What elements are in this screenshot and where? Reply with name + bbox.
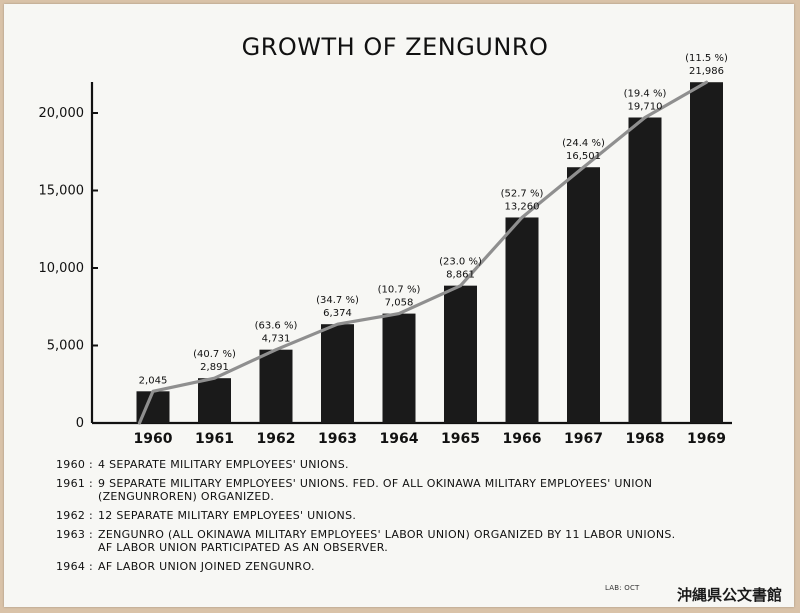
note-text: 4 SEPARATE MILITARY EMPLOYEES' UNIONS. xyxy=(98,458,349,471)
growth-label: (10.7 %) xyxy=(378,285,421,296)
bar-1967 xyxy=(567,167,600,423)
y-tick-label: 10,000 xyxy=(39,261,85,276)
x-tick-label: 1964 xyxy=(380,431,419,447)
x-tick-label: 1962 xyxy=(257,431,296,447)
x-tick-label: 1963 xyxy=(318,431,357,447)
x-tick-label: 1961 xyxy=(195,431,234,447)
y-tick-label: 5,000 xyxy=(47,339,84,354)
archive-mark: 沖縄県公文書館 xyxy=(676,586,782,604)
growth-label: (52.7 %) xyxy=(501,188,544,199)
growth-label: (11.5 %) xyxy=(685,53,728,64)
note-year: 1961 : xyxy=(56,477,93,490)
note-text: 12 SEPARATE MILITARY EMPLOYEES' UNIONS. xyxy=(98,509,357,522)
note-1960: 1960 : 4 SEPARATE MILITARY EMPLOYEES' UN… xyxy=(56,458,756,471)
chronology-notes: 1960 : 4 SEPARATE MILITARY EMPLOYEES' UN… xyxy=(56,458,756,579)
trend-line-layer xyxy=(137,80,709,425)
y-tick-label: 20,000 xyxy=(39,106,85,121)
y-tick-label: 15,000 xyxy=(39,184,85,199)
note-text: AF LABOR UNION JOINED ZENGUNRO. xyxy=(98,560,315,573)
note-year: 1960 : xyxy=(56,458,93,471)
bar-1966 xyxy=(505,217,539,423)
growth-trend-line xyxy=(137,80,709,425)
value-label: 2,045 xyxy=(139,375,168,386)
bar-1962 xyxy=(259,349,293,423)
note-text: 9 SEPARATE MILITARY EMPLOYEES' UNIONS. F… xyxy=(98,477,653,503)
y-tick-label: 0 xyxy=(76,416,84,431)
value-label: 4,731 xyxy=(262,334,291,345)
chart-title: GROWTH OF ZENGUNRO xyxy=(242,33,549,61)
value-label: 19,710 xyxy=(628,101,663,112)
growth-label: (23.0 %) xyxy=(439,257,482,268)
note-1962: 1962 : 12 SEPARATE MILITARY EMPLOYEES' U… xyxy=(56,509,756,522)
bar-1961 xyxy=(198,378,231,423)
bar-1965 xyxy=(444,285,477,423)
bar-1969 xyxy=(690,82,723,423)
x-tick-label: 1969 xyxy=(687,431,726,447)
value-label: 2,891 xyxy=(200,362,229,373)
lab-stamp: LAB: OCT xyxy=(605,584,640,592)
growth-label: (40.7 %) xyxy=(193,349,236,360)
bar-1964 xyxy=(382,313,416,423)
x-tick-label: 1968 xyxy=(626,431,665,447)
value-label: 13,260 xyxy=(505,201,540,212)
x-tick-label: 1967 xyxy=(564,431,603,447)
value-label: 8,861 xyxy=(446,270,475,281)
note-1963: 1963 : ZENGUNRO (ALL OKINAWA MILITARY EM… xyxy=(56,528,756,554)
note-year: 1964 : xyxy=(56,560,93,573)
note-1961: 1961 : 9 SEPARATE MILITARY EMPLOYEES' UN… xyxy=(56,477,756,503)
note-1964: 1964 : AF LABOR UNION JOINED ZENGUNRO. xyxy=(56,560,756,573)
bars xyxy=(136,82,723,424)
growth-label: (34.7 %) xyxy=(316,295,359,306)
note-text: ZENGUNRO (ALL OKINAWA MILITARY EMPLOYEES… xyxy=(98,528,676,554)
bar-1968 xyxy=(628,117,662,424)
note-year: 1963 : xyxy=(56,528,93,541)
x-tick-label: 1966 xyxy=(503,431,542,447)
x-axis: 1960 1961 1962 1963 1964 1965 1966 1967 1968 1969 xyxy=(92,421,732,447)
value-label: 6,374 xyxy=(323,308,352,319)
note-year: 1962 : xyxy=(56,509,93,522)
x-tick-label: 1965 xyxy=(441,431,480,447)
value-label: 7,058 xyxy=(385,298,414,309)
y-axis: 0 5,000 10,000 15,000 20,000 xyxy=(39,82,98,431)
data-labels: 2,045 2,891 (40.7 %) 4,731 (63.6 %) 6,374 (34.… xyxy=(139,53,728,386)
x-tick-label: 1960 xyxy=(134,431,173,447)
growth-label: (24.4 %) xyxy=(562,138,605,149)
growth-label: (63.6 %) xyxy=(255,321,298,332)
growth-label: (19.4 %) xyxy=(624,88,667,99)
bar-1963 xyxy=(321,324,354,423)
chart-sheet xyxy=(4,4,794,607)
value-label: 16,501 xyxy=(566,151,601,162)
value-label: 21,986 xyxy=(689,66,724,77)
